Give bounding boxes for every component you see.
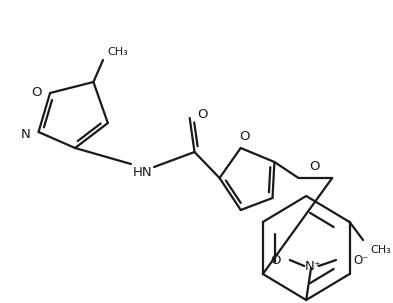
Text: HN: HN	[133, 165, 152, 178]
Text: N: N	[21, 128, 31, 141]
Text: N⁺: N⁺	[305, 259, 321, 272]
Text: O: O	[239, 131, 250, 144]
Text: O⁻: O⁻	[353, 254, 369, 267]
Text: CH₃: CH₃	[371, 245, 391, 255]
Text: O: O	[31, 86, 42, 99]
Text: O: O	[310, 161, 320, 174]
Text: CH₃: CH₃	[107, 47, 128, 57]
Text: O: O	[270, 254, 281, 267]
Text: O: O	[197, 108, 208, 121]
